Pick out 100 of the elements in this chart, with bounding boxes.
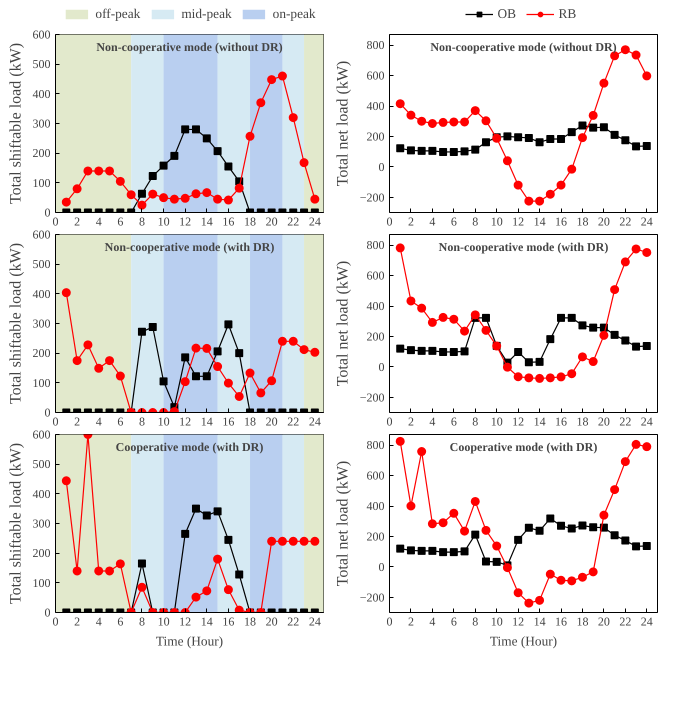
x-tick-label: 10 xyxy=(490,614,503,628)
point xyxy=(492,542,502,551)
point xyxy=(621,536,630,545)
point xyxy=(588,110,598,120)
point xyxy=(224,378,233,388)
point xyxy=(589,324,598,332)
point xyxy=(642,248,652,257)
point xyxy=(148,172,157,180)
point xyxy=(439,148,448,156)
point xyxy=(460,347,469,356)
y-tick-label: 600 xyxy=(366,268,384,283)
point xyxy=(546,190,555,199)
point xyxy=(568,314,576,322)
x-tick-label: 20 xyxy=(598,214,610,228)
y-tick-label: 200 xyxy=(366,129,384,144)
point xyxy=(406,502,416,510)
y-tick-label: 600 xyxy=(366,68,384,83)
x-tick-label: 2 xyxy=(408,414,414,428)
x-tick-label: 8 xyxy=(472,414,478,428)
x-tick-label: 10 xyxy=(490,214,503,228)
x-tick-label: 20 xyxy=(598,414,610,428)
point xyxy=(428,346,436,355)
point xyxy=(568,524,576,533)
point xyxy=(556,180,566,190)
point xyxy=(62,476,71,486)
y-tick-label: 800 xyxy=(366,438,384,452)
x-tick-label: 4 xyxy=(96,614,102,628)
point xyxy=(578,133,587,142)
point xyxy=(310,194,320,204)
point xyxy=(503,132,512,140)
point xyxy=(556,576,566,585)
x-tick-label: 24 xyxy=(308,214,321,228)
x-tick-label: 20 xyxy=(266,614,278,628)
point xyxy=(514,588,523,598)
point xyxy=(535,196,544,206)
point xyxy=(214,147,222,156)
point xyxy=(546,570,555,579)
point xyxy=(589,523,598,532)
point xyxy=(620,457,630,466)
point xyxy=(557,135,566,144)
point xyxy=(428,146,436,155)
point xyxy=(568,128,576,136)
point xyxy=(546,335,554,344)
y-axis-title: Total shiftable load (kW) xyxy=(8,442,24,604)
point xyxy=(514,133,522,142)
point xyxy=(610,330,619,339)
x-tick-label: 6 xyxy=(450,614,457,628)
y-tick-label: 200 xyxy=(32,546,50,560)
x-tick-label: 18 xyxy=(576,614,588,628)
point xyxy=(234,184,244,193)
x-tick-label: 2 xyxy=(408,614,414,628)
x-tick-label: 2 xyxy=(74,614,80,628)
point xyxy=(620,257,630,266)
point xyxy=(450,148,458,156)
text: Non-cooperative mode (without DR) xyxy=(96,40,283,54)
x-tick-label: 10 xyxy=(490,414,503,428)
x-tick-label: 20 xyxy=(266,214,278,228)
x-tick-label: 6 xyxy=(117,614,124,628)
point xyxy=(160,377,168,386)
point xyxy=(438,518,448,528)
x-tick-label: 14 xyxy=(534,214,546,228)
legend-label: on-peak xyxy=(272,6,316,22)
point xyxy=(83,166,92,176)
point xyxy=(557,314,566,322)
text: Cooperative mode (with DR) xyxy=(450,440,598,454)
y-tick-label: 400 xyxy=(32,286,50,301)
y-tick-label: 200 xyxy=(32,346,50,360)
x-tick-label: 14 xyxy=(534,414,546,428)
point xyxy=(62,198,71,207)
x-tick-label: 22 xyxy=(619,414,632,428)
x-tick-label: 12 xyxy=(512,414,524,428)
point xyxy=(213,362,222,372)
point xyxy=(72,356,82,366)
point xyxy=(535,374,544,383)
point xyxy=(460,147,469,156)
point xyxy=(396,344,404,353)
point xyxy=(460,326,470,336)
point xyxy=(234,606,244,612)
point xyxy=(557,522,566,530)
point xyxy=(417,447,426,456)
y-tick-label: 100 xyxy=(32,376,50,390)
point xyxy=(213,554,222,564)
point xyxy=(481,116,490,126)
point xyxy=(137,582,146,592)
x-tick-label: 12 xyxy=(512,214,524,228)
point xyxy=(300,158,309,168)
point xyxy=(642,542,651,550)
point xyxy=(599,78,608,88)
point xyxy=(535,596,544,605)
point xyxy=(514,348,522,356)
x-tick-label: 4 xyxy=(96,414,102,428)
y-tick-label: 800 xyxy=(366,238,384,252)
y-tick-label: 500 xyxy=(32,257,50,272)
text: Non-cooperative mode (without DR) xyxy=(430,40,617,54)
point xyxy=(202,188,212,198)
point xyxy=(105,566,114,576)
point xyxy=(514,536,522,544)
y-axis-title: Total net load (kW) xyxy=(334,460,352,586)
x-tick-label: 10 xyxy=(158,414,170,428)
point xyxy=(632,342,640,351)
